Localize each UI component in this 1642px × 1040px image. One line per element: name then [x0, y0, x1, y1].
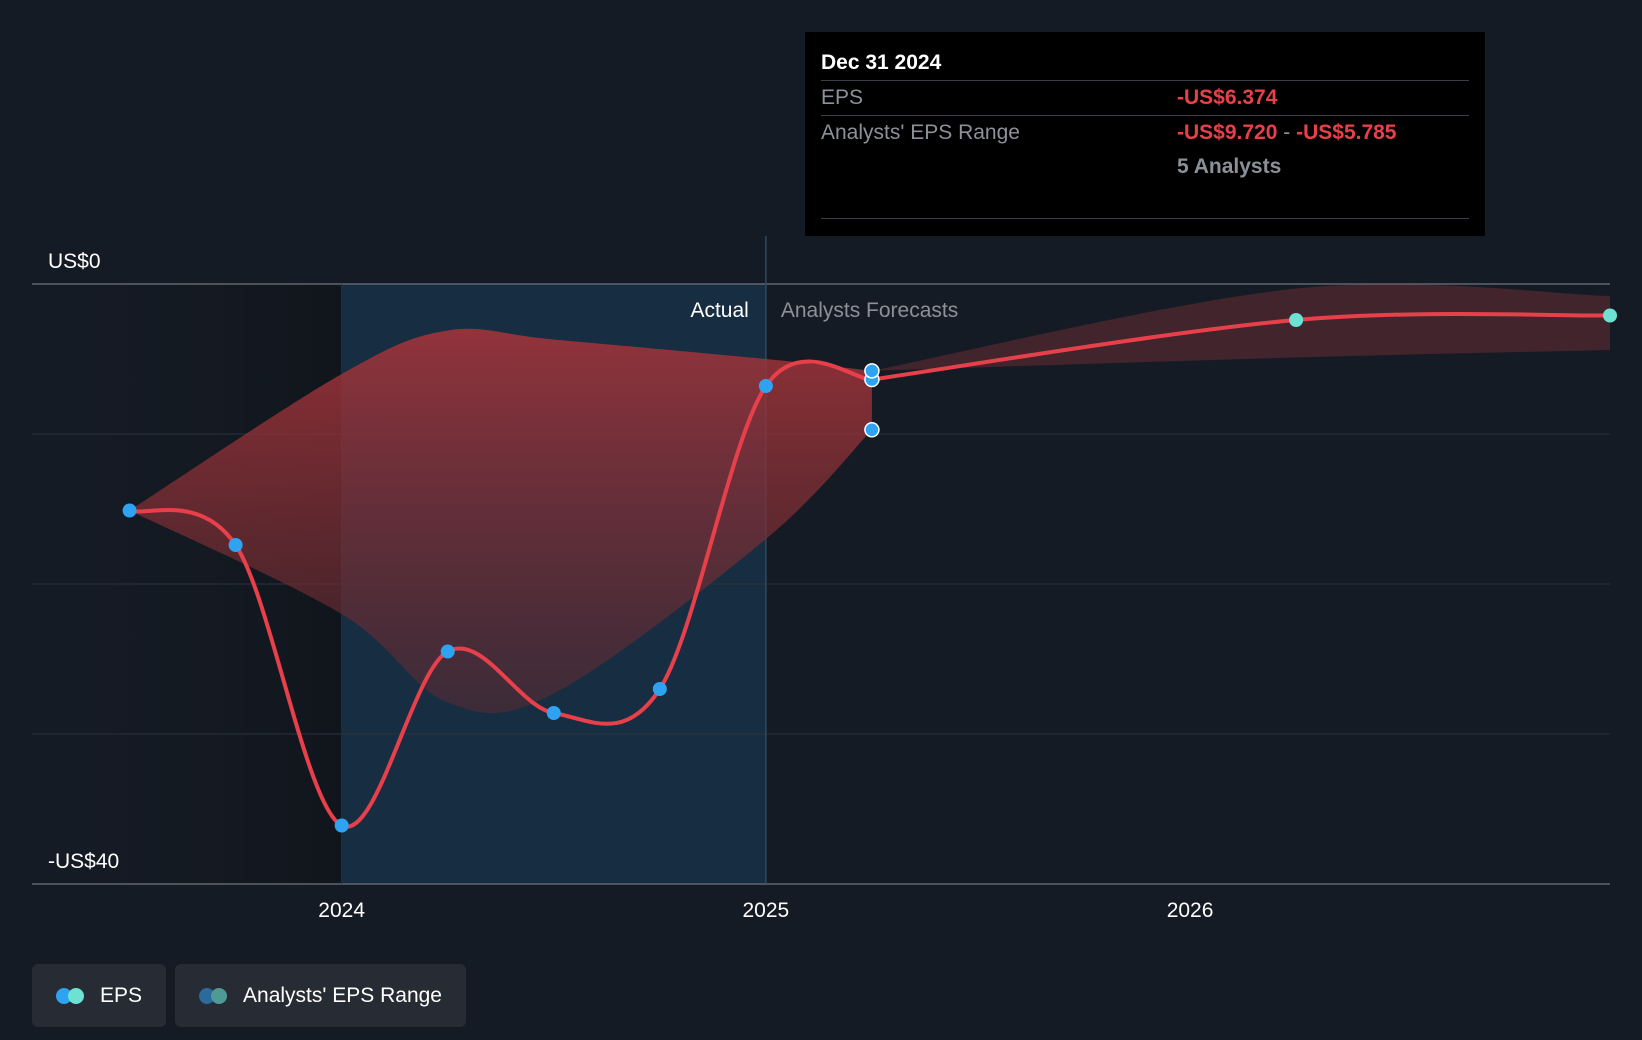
eps-line-forecast: [869, 311, 1612, 382]
eps-tooltip: Dec 31 2024 EPS -US$6.374 Analysts' EPS …: [805, 32, 1485, 236]
x-tick-label-1: 2025: [742, 899, 789, 922]
y-axis-top-label: US$0: [48, 250, 101, 273]
eps-legend-icon: [56, 987, 86, 1004]
eps-point-actual-1: [228, 538, 243, 552]
eps-point-actual-3: [440, 644, 455, 659]
tooltip-analysts-count: 5 Analysts: [1177, 155, 1282, 178]
eps-point-actual-4: [546, 706, 561, 720]
x-tick-label-0: 2024: [318, 899, 365, 922]
y-axis-bottom-label: -US$40: [48, 850, 119, 873]
tooltip-range-high: -US$5.785: [1296, 121, 1397, 144]
section-label-forecast: Analysts Forecasts: [781, 299, 958, 322]
range-low-point: [864, 422, 880, 438]
eps-range-area-past: [129, 328, 872, 714]
tooltip-eps-label: EPS: [821, 86, 864, 109]
eps-point-actual-0: [122, 503, 137, 518]
tooltip-range-label: Analysts' EPS Range: [821, 121, 1020, 144]
section-label-actual: Actual: [690, 299, 748, 322]
tooltip-range-value: -US$9.720 - -US$5.785: [1177, 116, 1397, 150]
tooltip-eps-row: EPS -US$6.374: [821, 80, 1469, 115]
range-dot-b-icon: [211, 987, 228, 1004]
legend-item-range[interactable]: Analysts' EPS Range: [175, 964, 466, 1027]
range-high-point: [864, 363, 880, 379]
eps-point-actual-2: [334, 818, 349, 833]
range-legend-icon: [199, 987, 229, 1004]
eps-line-actual: [127, 359, 874, 829]
legend-eps-label: EPS: [100, 983, 143, 1007]
eps-point-forecast-0: [1289, 313, 1304, 327]
tooltip-divider: [821, 218, 1469, 219]
tooltip-analysts-row: 5 Analysts: [821, 150, 1469, 184]
legend-range-label: Analysts' EPS Range: [243, 983, 442, 1007]
eps-point-actual-6: [758, 379, 773, 393]
eps-point-forecast-1: [1603, 308, 1617, 323]
tooltip-eps-value: -US$6.374: [1177, 86, 1278, 109]
legend: EPS Analysts' EPS Range: [32, 964, 466, 1027]
tooltip-date: Dec 31 2024: [821, 51, 942, 74]
tooltip-range-low: -US$9.720: [1177, 121, 1278, 144]
eps-dot-forecast-icon: [68, 987, 84, 1004]
tooltip-range-row: Analysts' EPS Range -US$9.720 - -US$5.78…: [821, 115, 1469, 150]
tooltip-range-separator: -: [1283, 121, 1291, 144]
eps-point-actual-5: [652, 682, 667, 696]
x-tick-label-2: 2026: [1167, 899, 1214, 922]
legend-item-eps[interactable]: EPS: [32, 964, 167, 1027]
